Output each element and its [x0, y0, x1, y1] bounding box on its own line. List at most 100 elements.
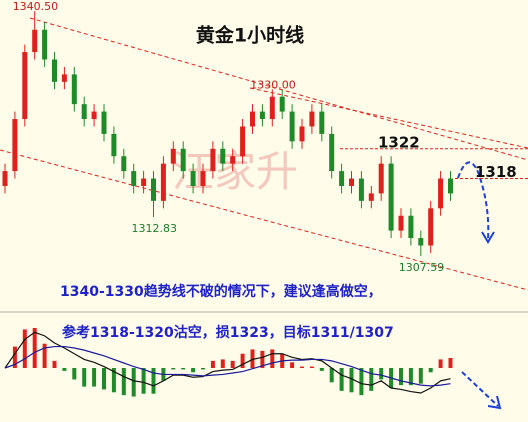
candle-body — [349, 178, 354, 186]
candle-body — [378, 163, 384, 194]
candle-body — [121, 156, 127, 172]
price-label: 1330.00 — [250, 78, 295, 91]
candle-body — [220, 148, 226, 164]
candle-body — [141, 178, 147, 186]
candle-body — [210, 148, 216, 172]
candle-body — [398, 215, 404, 231]
candle-body — [160, 163, 166, 201]
macd-bar — [300, 366, 304, 368]
candle-body — [61, 74, 67, 82]
candle-body — [418, 238, 424, 246]
annotation: 参考1318-1320沽空，损1323，目标1311/1307 — [62, 324, 394, 341]
price-label: 1307.59 — [399, 261, 445, 274]
candle-body — [279, 96, 285, 112]
candle-body — [71, 74, 77, 105]
macd-bar — [201, 368, 205, 370]
candle-body — [388, 163, 394, 231]
macd-bar — [131, 368, 136, 397]
candle-body — [151, 178, 156, 201]
candle-body — [339, 171, 345, 186]
chart-title: 黄金1小时线 — [196, 24, 304, 47]
price-label: 1312.83 — [132, 222, 178, 235]
candle-body — [22, 52, 28, 120]
macd-bar — [62, 368, 67, 371]
candle-body — [230, 156, 236, 164]
macd-bar — [191, 368, 196, 373]
price-label: 1340.50 — [13, 0, 59, 13]
macd-bar — [408, 368, 413, 386]
macd-bar — [82, 368, 87, 387]
candle-body — [2, 171, 8, 186]
macd-bar — [369, 368, 374, 391]
macd-bar — [220, 359, 225, 368]
candle-body — [200, 171, 206, 186]
macd-bar — [240, 353, 245, 368]
macd-bar — [349, 368, 354, 393]
annotation: 1340-1330趋势线不破的情况下，建议逢高做空， — [60, 283, 382, 300]
candle-body — [52, 59, 57, 82]
macd-bar — [52, 360, 57, 368]
candle-body — [319, 111, 325, 134]
macd-bar — [181, 368, 186, 370]
arrow-head — [487, 395, 502, 410]
candle-body — [358, 178, 364, 201]
macd-bar — [418, 368, 423, 384]
macd-bar — [290, 362, 295, 368]
macd-bar — [260, 350, 265, 368]
macd-bar — [42, 343, 47, 368]
candle-body — [131, 171, 137, 186]
macd-bar — [32, 328, 37, 368]
macd-bar — [12, 346, 17, 368]
macd-bar — [339, 368, 344, 391]
macd-bar — [210, 360, 215, 368]
candle-body — [190, 171, 196, 186]
macd-bar — [121, 368, 126, 396]
macd-bar — [141, 368, 146, 394]
candle-body — [299, 126, 305, 142]
channel-line — [249, 87, 528, 149]
candle-body — [12, 119, 18, 172]
level-label: 1322 — [378, 133, 420, 151]
macd-bar — [428, 368, 433, 373]
macd-bar — [230, 360, 235, 368]
candle-body — [81, 104, 87, 120]
macd-bar — [171, 368, 176, 370]
macd-bar — [319, 368, 324, 371]
macd-bar — [151, 368, 156, 394]
candle-body — [170, 148, 176, 164]
candle-body — [250, 111, 255, 127]
macd-line — [4, 345, 451, 387]
macd-bar — [92, 368, 97, 387]
candle-body — [448, 178, 453, 194]
macd-bar — [438, 359, 443, 368]
macd-bar — [111, 368, 116, 393]
macd-bar — [359, 368, 364, 396]
macd-bar — [379, 368, 384, 380]
candle-body — [180, 148, 186, 172]
macd-bar — [270, 349, 275, 368]
candle-body — [329, 133, 335, 172]
candle-body — [408, 215, 414, 239]
candle-body — [428, 208, 434, 246]
macd-bar — [72, 368, 77, 380]
candle-body — [289, 111, 295, 142]
macd-bar — [448, 358, 453, 368]
candle-body — [309, 111, 315, 127]
candle-body — [101, 111, 107, 134]
macd-bar — [102, 368, 106, 390]
arrow-head — [481, 231, 495, 244]
candle-body — [438, 178, 444, 209]
macd-line — [4, 331, 451, 394]
channel-line — [29, 17, 528, 161]
candle-body — [111, 133, 117, 157]
macd-bar — [309, 366, 314, 368]
candle-body — [32, 29, 38, 53]
macd-bar — [22, 329, 27, 368]
forecast-arrow — [461, 371, 499, 407]
candle-body — [91, 111, 97, 120]
candle-body — [368, 193, 374, 201]
macd-bar — [329, 368, 334, 383]
candle-body — [269, 96, 275, 120]
channel-line — [0, 149, 528, 291]
